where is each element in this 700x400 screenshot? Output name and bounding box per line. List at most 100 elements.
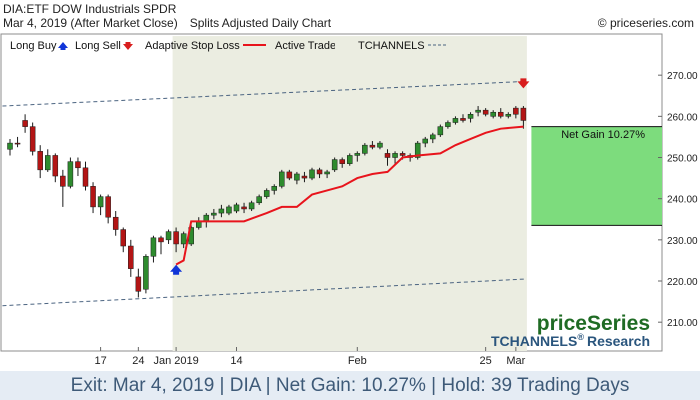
candle: [513, 106, 519, 119]
candle: [490, 110, 496, 119]
candle: [520, 106, 527, 129]
candle-body: [331, 159, 338, 171]
candle-body: [180, 233, 187, 245]
candle: [452, 116, 459, 125]
candle: [29, 122, 36, 156]
candle: [279, 169, 285, 189]
candle-body: [301, 175, 308, 179]
candle: [286, 169, 293, 181]
candle-body: [120, 229, 126, 247]
candle-body: [286, 171, 293, 179]
candle: [75, 157, 81, 177]
candle-body: [362, 144, 368, 154]
y-tick-label: 250.00: [667, 154, 698, 165]
candle: [97, 194, 104, 216]
candle: [482, 108, 489, 117]
candle: [112, 211, 119, 236]
candle: [37, 145, 43, 179]
y-tick-label: 260.00: [667, 112, 698, 123]
candle-body: [498, 111, 504, 117]
candle-body: [384, 153, 391, 158]
candle: [135, 268, 142, 298]
candle-body: [14, 142, 21, 145]
candle: [233, 202, 240, 214]
candle: [362, 143, 368, 156]
candle-body: [490, 111, 496, 117]
candle-body: [399, 153, 406, 156]
candle-body: [22, 120, 28, 127]
candle-body: [7, 142, 13, 150]
candle: [422, 136, 428, 148]
channel-upper-line: [2, 80, 527, 107]
candle-body: [165, 231, 172, 241]
x-tick-label: 14: [230, 355, 242, 367]
candle-body: [241, 206, 247, 210]
candle: [180, 231, 187, 249]
legend-adaptive-stop: Adaptive Stop Loss: [145, 40, 240, 52]
candle: [460, 114, 466, 123]
candle: [150, 235, 157, 263]
candle-body: [369, 144, 376, 148]
chart-kind: Splits Adjusted Daily Chart: [189, 16, 332, 30]
candle: [248, 200, 255, 212]
y-tick-label: 230.00: [667, 236, 698, 247]
candle: [430, 132, 436, 144]
x-tick-label: 24: [132, 355, 144, 367]
y-tick-label: 220.00: [667, 277, 698, 288]
candle-body: [52, 155, 59, 177]
candle: [354, 151, 361, 162]
candle-body: [67, 161, 74, 187]
candle-body: [437, 126, 444, 136]
candle-body: [135, 276, 142, 292]
sell-signal-arrow-icon: [517, 78, 530, 89]
candle: [294, 171, 300, 185]
candle: [445, 120, 451, 129]
candle: [90, 182, 96, 214]
priceseries-logo: priceSeries: [537, 312, 650, 335]
x-tick-label: Jan 2019: [153, 355, 198, 367]
candle: [437, 124, 444, 137]
candle-body: [279, 171, 285, 187]
candle-body: [226, 206, 232, 214]
candle: [158, 235, 164, 255]
y-tick-label: 240.00: [667, 195, 698, 206]
candle: [392, 151, 398, 164]
candle: [331, 157, 338, 172]
candle-body: [520, 107, 527, 121]
candle: [128, 239, 134, 277]
candle-body: [97, 196, 104, 208]
candle: [384, 149, 391, 166]
channel-lower-line: [2, 278, 527, 307]
legend-long-sell: Long Sell: [75, 40, 121, 52]
candle: [309, 167, 315, 181]
candle: [414, 141, 421, 160]
candle-body: [248, 202, 255, 210]
x-tick-label: 25: [480, 355, 492, 367]
candle-body: [82, 167, 89, 187]
candle-body: [414, 142, 421, 158]
candle-body: [430, 134, 436, 140]
candle: [60, 169, 66, 207]
candle: [241, 202, 247, 214]
active-trade-swatch-icon: [335, 40, 348, 51]
net-gain-box: [531, 126, 662, 226]
y-tick-label: 270.00: [667, 71, 698, 82]
candle: [22, 114, 28, 133]
candle: [324, 169, 330, 179]
x-tick-label: 17: [94, 355, 106, 367]
buy-arrow-icon: [58, 42, 68, 50]
candle: [120, 227, 126, 253]
candle: [316, 167, 323, 179]
candle-body: [211, 212, 217, 216]
candle-body: [377, 142, 383, 148]
candle-body: [422, 138, 428, 144]
candle-body: [347, 155, 353, 164]
y-tick-label: 210.00: [667, 318, 698, 329]
candle-body: [309, 169, 315, 179]
candle: [475, 106, 481, 117]
candle: [467, 112, 474, 123]
candle-body: [218, 208, 225, 214]
candle-body: [90, 186, 96, 208]
candle: [82, 161, 89, 191]
price-chart: 210.00 220.00 230.00 240.00 250.00 260.00 270.…: [0, 33, 698, 367]
